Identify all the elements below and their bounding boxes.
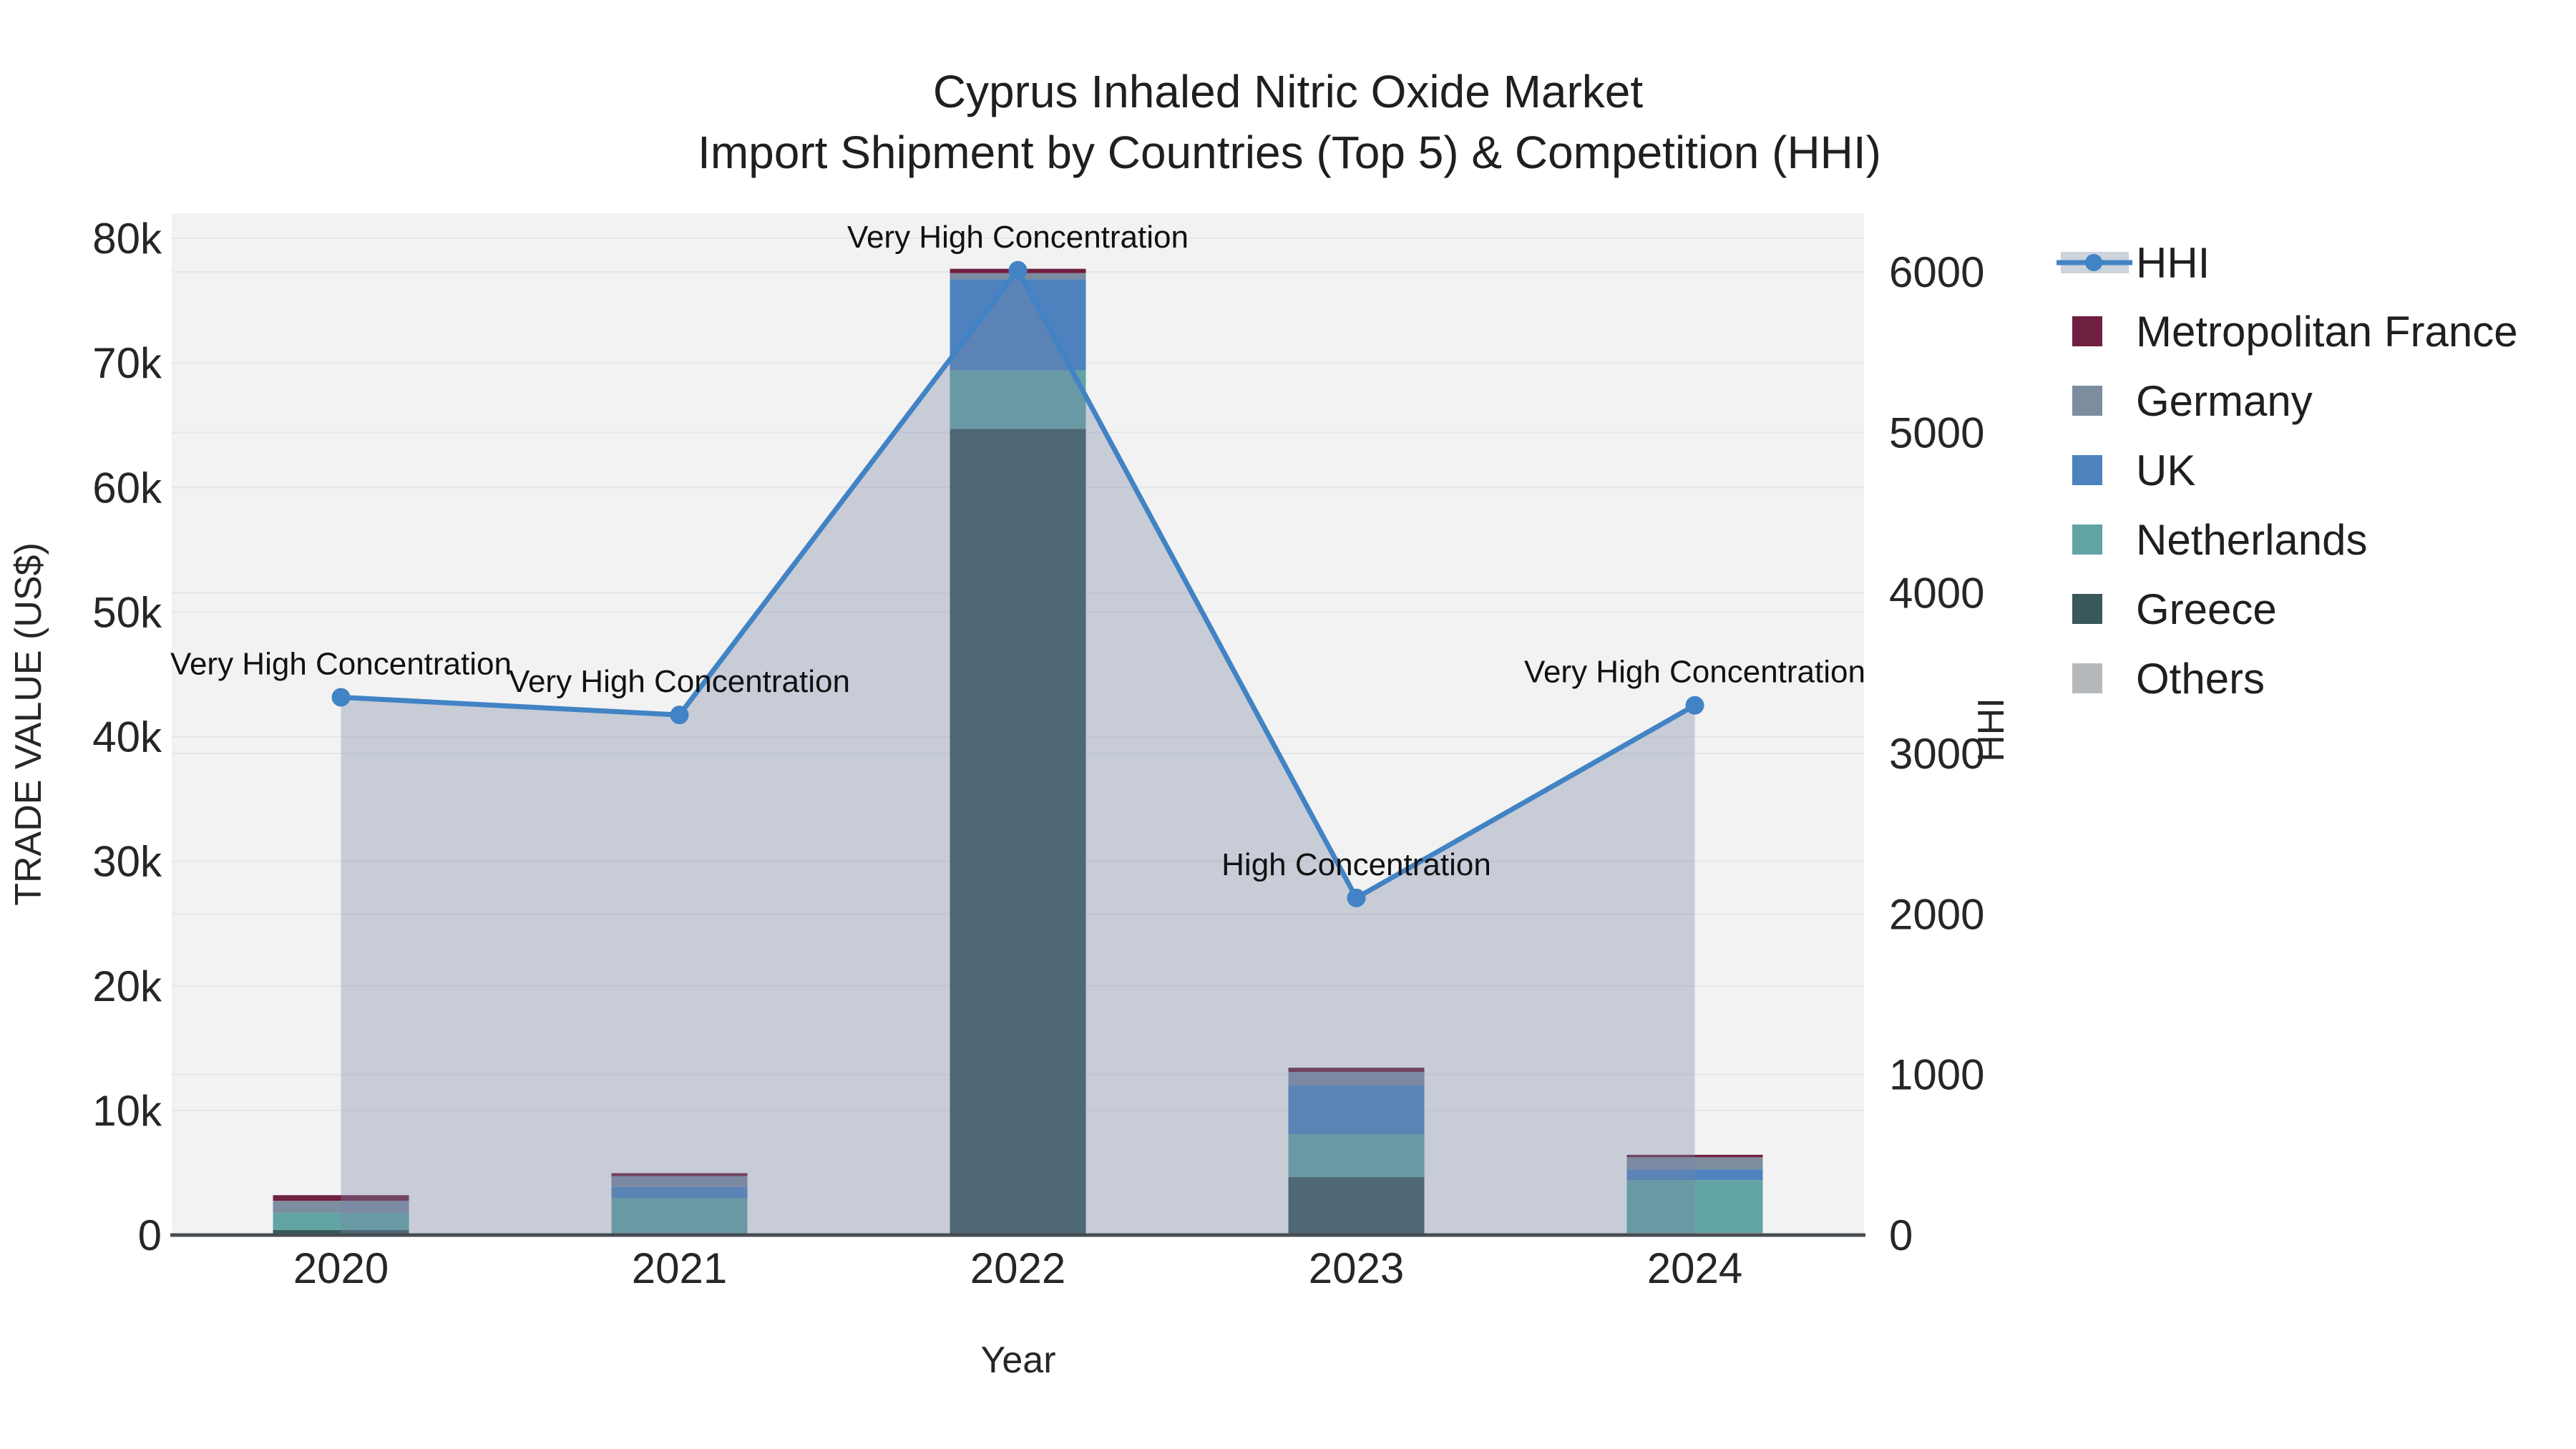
bar-segment-greece-2022[interactable] [950, 429, 1086, 1235]
annotation-2021: Very High Concentration [509, 664, 850, 699]
bar-segment-germany-2020[interactable] [273, 1201, 409, 1213]
hhi-marker-2023[interactable] [1347, 888, 1366, 907]
hhi-marker-2021[interactable] [670, 706, 689, 725]
bar-segment-germany-2024[interactable] [1626, 1157, 1763, 1170]
y-right-tick-label: 5000 [1889, 409, 1984, 457]
legend-label-uk[interactable]: UK [2136, 447, 2195, 494]
hhi-marker-2022[interactable] [1008, 260, 1028, 280]
y-right-tick-label: 3000 [1889, 730, 1984, 778]
y-left-tick-label: 0 [138, 1211, 162, 1259]
bar-segment-metropolitan-france-2021[interactable] [611, 1173, 748, 1176]
bar-segment-germany-2021[interactable] [611, 1176, 748, 1187]
bar-segment-metropolitan-france-2024[interactable] [1626, 1154, 1763, 1158]
legend-label-metropolitan-france[interactable]: Metropolitan France [2136, 308, 2518, 356]
legend-swatch-netherlands[interactable] [2072, 525, 2102, 555]
y-left-tick-label: 10k [92, 1087, 162, 1135]
hhi-area-fill [341, 270, 1695, 1236]
y-left-tick-label: 30k [92, 838, 162, 886]
bar-segment-metropolitan-france-2023[interactable] [1288, 1068, 1425, 1073]
annotation-2022: Very High Concentration [847, 220, 1189, 255]
legend-label-hhi[interactable]: HHI [2136, 239, 2210, 287]
legend-swatch-greece[interactable] [2072, 594, 2102, 624]
bar-segment-netherlands-2020[interactable] [273, 1212, 409, 1231]
y-left-tick-label: 40k [92, 713, 162, 761]
bar-segment-metropolitan-france-2020[interactable] [273, 1195, 409, 1201]
x-tick-label-2022: 2022 [970, 1244, 1065, 1292]
annotation-2023: High Concentration [1221, 847, 1491, 882]
x-tick-label-2021: 2021 [632, 1244, 727, 1292]
legend-hhi-marker-swatch[interactable] [2085, 254, 2102, 271]
y-right-tick-label: 6000 [1889, 248, 1984, 296]
legend-label-others[interactable]: Others [2136, 655, 2265, 703]
bar-segment-greece-2020[interactable] [273, 1230, 409, 1235]
legend-swatch-others[interactable] [2072, 663, 2102, 693]
chart-title-line2: Import Shipment by Countries (Top 5) & C… [698, 127, 1881, 178]
legend-swatch-uk[interactable] [2072, 455, 2102, 485]
bar-segment-netherlands-2022[interactable] [950, 370, 1086, 429]
bar-segment-uk-2024[interactable] [1626, 1169, 1763, 1181]
hhi-marker-2024[interactable] [1685, 696, 1704, 715]
bar-segment-netherlands-2023[interactable] [1288, 1134, 1425, 1178]
x-axis-title: Year [980, 1340, 1055, 1381]
y-right-tick-label: 4000 [1889, 570, 1984, 618]
y-left-tick-label: 70k [92, 339, 162, 387]
x-tick-label-2020: 2020 [293, 1244, 389, 1292]
x-tick-label-2024: 2024 [1647, 1244, 1742, 1292]
annotation-2024: Very High Concentration [1524, 655, 1865, 690]
bar-segment-uk-2023[interactable] [1288, 1085, 1425, 1135]
y-right-tick-label: 0 [1889, 1211, 1913, 1259]
y-right-axis-title: HHI [1971, 698, 2012, 762]
y-left-tick-label: 60k [92, 464, 162, 512]
y-left-tick-label: 80k [92, 215, 162, 263]
hhi-marker-2020[interactable] [331, 688, 351, 707]
annotation-2020: Very High Concentration [170, 646, 512, 681]
legend-label-greece[interactable]: Greece [2136, 585, 2277, 633]
bar-segment-germany-2023[interactable] [1288, 1072, 1425, 1085]
bar-segment-netherlands-2021[interactable] [611, 1198, 748, 1235]
bar-segment-netherlands-2024[interactable] [1626, 1180, 1763, 1234]
bar-segment-uk-2021[interactable] [611, 1186, 748, 1199]
x-tick-label-2023: 2023 [1309, 1244, 1404, 1292]
y-left-tick-label: 50k [92, 588, 162, 636]
y-right-tick-label: 2000 [1889, 890, 1984, 938]
legend-label-germany[interactable]: Germany [2136, 377, 2313, 425]
y-left-tick-label: 20k [92, 962, 162, 1010]
bar-segment-greece-2023[interactable] [1288, 1177, 1425, 1235]
y-left-axis-title: TRADE VALUE (US$) [8, 542, 49, 906]
y-right-tick-label: 1000 [1889, 1051, 1984, 1099]
legend-swatch-germany[interactable] [2072, 386, 2102, 416]
legend-swatch-metropolitan-france[interactable] [2072, 316, 2102, 346]
legend-label-netherlands[interactable]: Netherlands [2136, 516, 2368, 564]
chart-title-line1: Cyprus Inhaled Nitric Oxide Market [933, 66, 1644, 117]
